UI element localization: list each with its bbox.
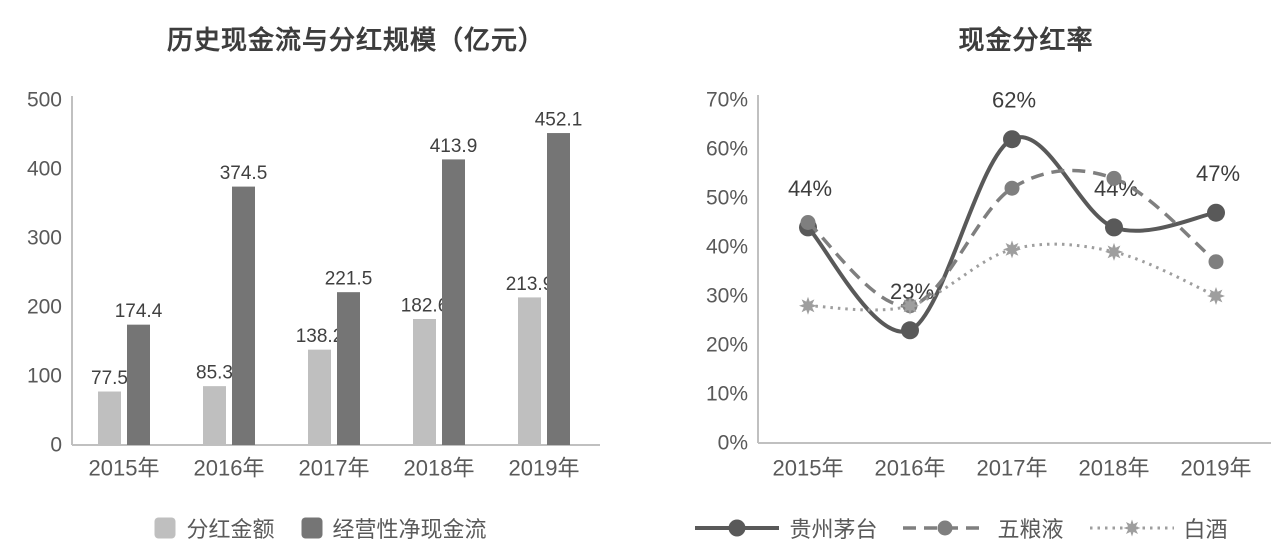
legend-label: 贵州茅台 <box>789 517 878 542</box>
bar <box>337 292 360 445</box>
bar <box>232 186 255 445</box>
data-point-marker-circle <box>1208 254 1224 270</box>
legend-sample-marker-circle <box>937 520 953 536</box>
data-point-marker-circle <box>1207 203 1225 222</box>
x-axis-label: 2019年 <box>509 456 580 481</box>
bar-value-label: 213.9 <box>506 274 554 295</box>
point-data-label: 44% <box>788 176 832 201</box>
legend-item-wuliangye: 五粮液 <box>903 512 1064 544</box>
line-chart-legend: 贵州茅台 五粮液 白酒 <box>641 512 1282 544</box>
y-axis-tick-label: 400 <box>27 158 62 181</box>
y-axis-tick-label: 300 <box>27 227 62 250</box>
data-point-marker-star <box>1207 287 1225 305</box>
y-axis-tick-label: 10% <box>706 383 748 406</box>
bar-value-label: 85.3 <box>196 363 233 384</box>
bar <box>203 386 226 445</box>
point-data-label: 47% <box>1196 161 1240 186</box>
swatch-rect <box>301 517 322 539</box>
data-point-marker-star <box>799 296 817 315</box>
legend-label: 经营性净现金流 <box>332 517 487 542</box>
legend-line-sample-dashed <box>903 520 988 536</box>
point-data-label: 62% <box>992 88 1036 113</box>
series-line-solid <box>806 135 1217 334</box>
bar <box>98 391 121 445</box>
legend-label: 五粮液 <box>997 517 1064 542</box>
bar <box>413 319 436 445</box>
data-point-marker-circle <box>1106 170 1122 186</box>
bar-value-label: 221.5 <box>325 269 373 290</box>
y-axis-tick-label: 60% <box>706 138 748 161</box>
legend-sample-marker-star <box>1123 519 1140 537</box>
bar-value-label: 174.4 <box>115 301 163 322</box>
y-axis-tick-label: 70% <box>706 89 748 112</box>
y-axis-tick-label: 40% <box>706 236 748 259</box>
y-axis-tick-label: 50% <box>706 187 748 210</box>
bar-value-label: 138.2 <box>296 326 344 347</box>
bar-value-label: 374.5 <box>220 163 268 184</box>
legend-label: 白酒 <box>1183 517 1228 542</box>
data-point-marker-star <box>1003 240 1021 259</box>
legend-item-operating-cash-flow: 经营性净现金流 <box>301 512 487 544</box>
dividend-rate-line-chart-panel: 现金分红率 0% 10% 20% 30% 40% 50% 60% 70% 2015年 2016年 2… <box>641 0 1282 560</box>
y-axis-tick-label: 20% <box>706 334 748 357</box>
x-axis-label: 2019年 <box>1181 456 1252 481</box>
bar-value-label: 413.9 <box>430 136 478 157</box>
bar <box>127 324 150 445</box>
x-axis-label: 2017年 <box>299 456 370 481</box>
bar-value-label: 77.5 <box>91 368 128 389</box>
legend-label: 分红金额 <box>186 517 275 542</box>
legend-sample-marker-circle <box>728 519 746 537</box>
x-axis-label: 2017年 <box>977 456 1048 481</box>
data-point-marker-circle <box>1003 130 1021 149</box>
legend-swatch-light <box>154 517 176 539</box>
data-point-marker-circle <box>1105 218 1123 237</box>
dividend-bar-chart-panel: 历史现金流与分红规模（亿元） 0 100 200 300 400 500 77.5 85.3 1… <box>0 25 641 544</box>
bar <box>518 297 541 445</box>
x-axis-label: 2015年 <box>773 456 844 481</box>
x-axis-label: 2016年 <box>194 456 265 481</box>
y-axis-tick-label: 30% <box>706 285 748 308</box>
data-point-marker-circle <box>800 215 816 230</box>
series-line-dashed <box>806 168 1218 308</box>
legend-item-moutai: 贵州茅台 <box>695 512 877 544</box>
line-chart-title: 现金分红率 <box>958 25 1094 55</box>
data-point-marker-circle <box>1004 180 1020 196</box>
y-axis-tick-label: 500 <box>27 89 62 112</box>
line-chart-plot: 0% 10% 20% 30% 40% 50% 60% 70% 2015年 2016年 2017年 20… <box>706 88 1271 481</box>
y-axis-tick-label: 0% <box>718 432 748 455</box>
legend-line-sample-solid <box>695 519 780 537</box>
bar <box>442 159 465 445</box>
bar-chart-legend: 分红金额 经营性净现金流 <box>0 512 641 544</box>
bar-value-label: 452.1 <box>535 110 583 131</box>
y-axis-tick-label: 100 <box>27 365 62 388</box>
bar-value-label: 182.6 <box>401 296 449 317</box>
x-axis-label: 2016年 <box>875 456 946 481</box>
bar <box>547 133 570 445</box>
data-point-marker-star <box>1105 242 1123 261</box>
x-axis-label: 2018年 <box>1079 456 1150 481</box>
legend-line-sample-dotted <box>1089 519 1174 537</box>
x-axis-label: 2015年 <box>89 456 160 481</box>
x-axis-label: 2018年 <box>404 456 475 481</box>
legend-item-dividend-amount: 分红金额 <box>154 512 275 544</box>
swatch-rect <box>154 517 176 539</box>
legend-item-baijiu: 白酒 <box>1089 512 1228 544</box>
y-axis-tick-label: 0 <box>50 434 62 457</box>
data-point-marker-circle <box>901 321 919 340</box>
y-axis-tick-label: 200 <box>27 296 62 319</box>
data-point-marker-star <box>901 296 919 315</box>
legend-swatch-dark <box>301 517 322 539</box>
bar-chart-title: 历史现金流与分红规模（亿元） <box>166 25 545 55</box>
bar <box>308 349 331 445</box>
bar-chart-plot: 0 100 200 300 400 500 77.5 85.3 138.2 182.6 213.9 1… <box>27 89 600 481</box>
